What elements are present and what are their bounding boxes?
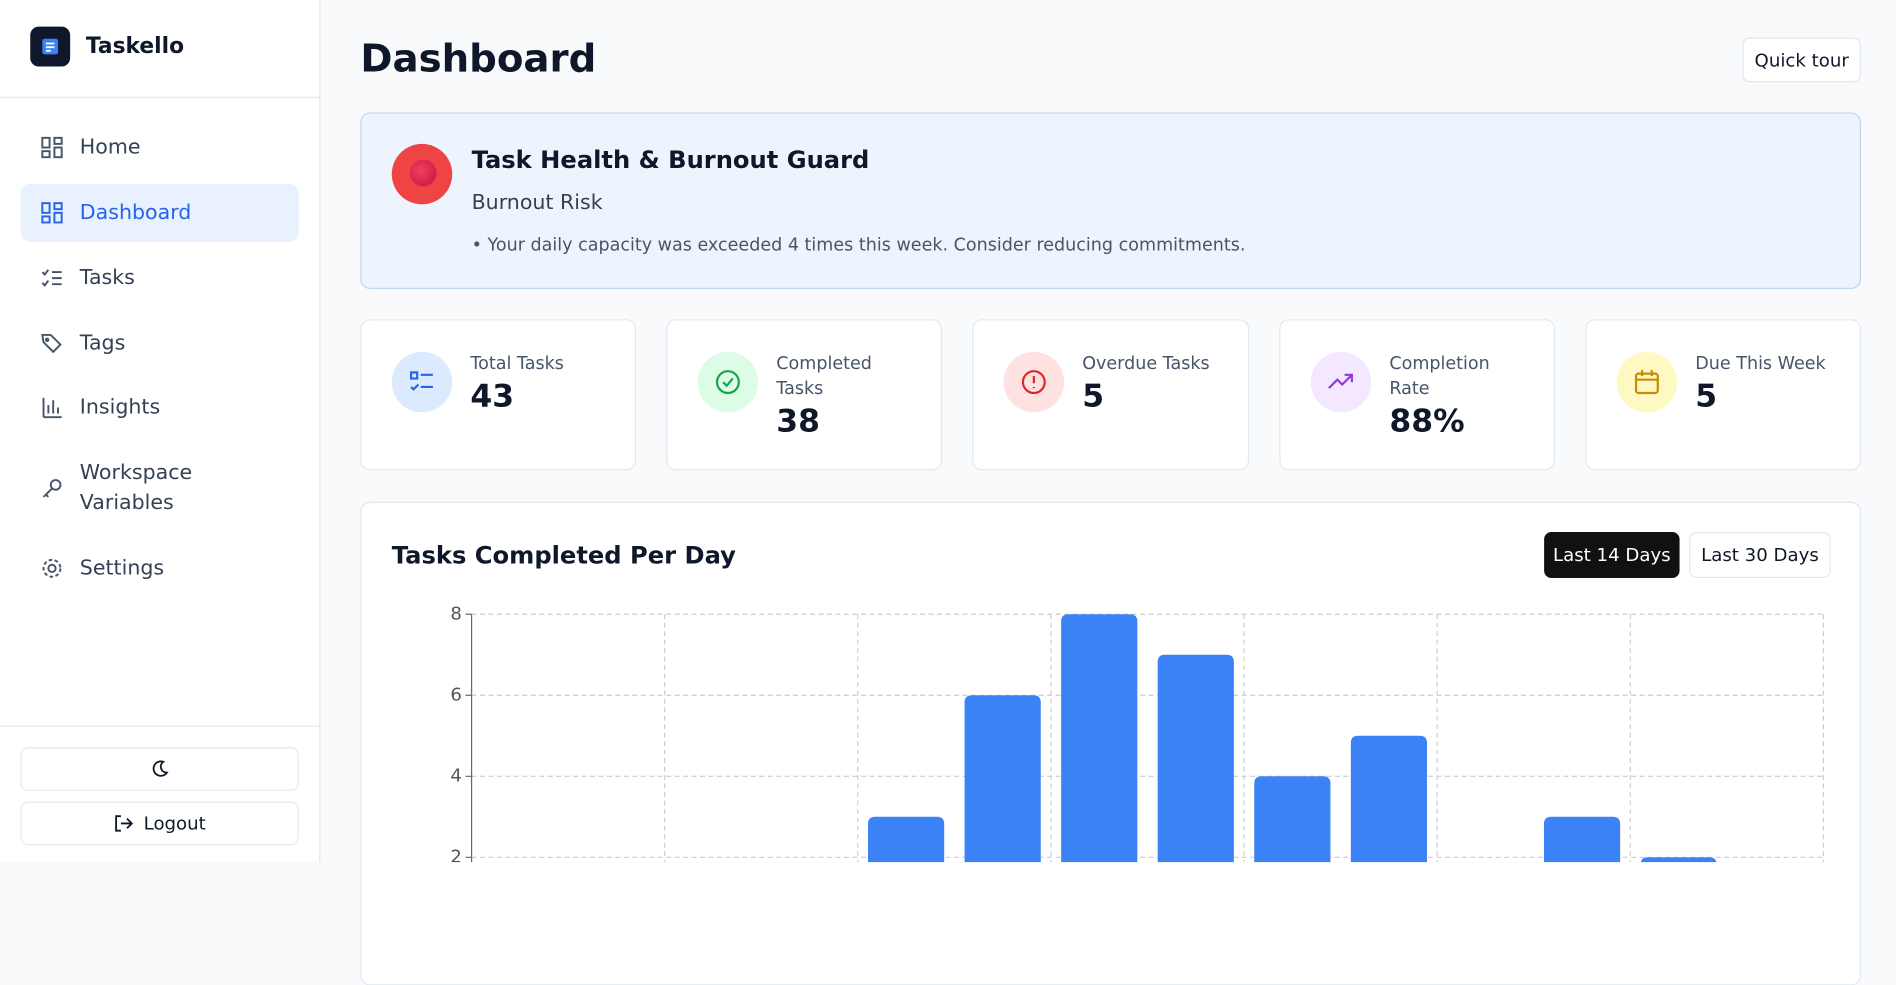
icon (42, 558, 62, 578)
icon (1634, 370, 1659, 395)
nav-item[interactable]: Workspace Variables (21, 457, 299, 520)
alert-title: Task Health & Burnout Guard (471, 145, 870, 175)
stat-card: Total Tasks 43 (360, 319, 637, 471)
icon (42, 397, 62, 419)
chart: 02468 (450, 603, 1825, 863)
stat-icon (391, 351, 453, 413)
stat-value: 43 (470, 378, 515, 415)
stat-card: Overdue Tasks 5 (972, 319, 1250, 471)
stat-text: Completed Tasks 38 (776, 352, 921, 440)
quick-tour-button[interactable]: Quick tour (1742, 37, 1861, 83)
bar (964, 695, 1041, 863)
stat-card: Due This Week 5 (1585, 319, 1861, 471)
y-tick-label: 6 (450, 684, 462, 705)
alert-message: • Your daily capacity was exceeded 4 tim… (471, 235, 1246, 256)
range-button[interactable]: Last 30 Days (1689, 532, 1831, 578)
bar (1254, 776, 1331, 863)
theme-toggle[interactable] (20, 747, 299, 791)
chart-title: Tasks Completed Per Day (391, 540, 736, 570)
icon (41, 136, 63, 159)
icon (715, 370, 740, 395)
stat-card: Completed Tasks 38 (666, 319, 942, 471)
icon (410, 371, 433, 391)
icon (41, 202, 63, 224)
logo (30, 26, 71, 67)
sidebar: Taskello Home Dashboard Tasks Tags Insig… (0, 0, 321, 863)
y-tick-label: 2 (450, 846, 462, 862)
icon (1328, 373, 1353, 389)
logout-button[interactable]: Logout (20, 801, 299, 846)
bar (1350, 735, 1428, 863)
nav-label: Workspace Variables (79, 460, 193, 516)
icon (1021, 370, 1046, 395)
nav-label: Settings (79, 555, 165, 580)
stat-label: Due This Week (1695, 354, 1826, 374)
nav-item[interactable]: Home (21, 118, 299, 176)
stat-label: Completed Tasks (776, 354, 872, 400)
y-tick-label: 8 (450, 603, 462, 624)
nav-item[interactable]: Settings (21, 539, 299, 597)
nav-label: Home (79, 134, 141, 160)
stat-text: Overdue Tasks 5 (1082, 352, 1233, 415)
nav-label: Tags (79, 330, 126, 355)
stat-value: 5 (1695, 378, 1718, 415)
stat-label: Overdue Tasks (1082, 354, 1210, 374)
nav-label: Dashboard (79, 200, 192, 225)
stat-icon (1310, 351, 1372, 413)
stat-text: Due This Week 5 (1695, 352, 1840, 415)
brand: Taskello (85, 33, 185, 60)
nav-item[interactable]: Tags (21, 314, 299, 372)
page-title: Dashboard (360, 35, 597, 82)
stat-card: Completion Rate 88% (1279, 319, 1556, 471)
icon (42, 479, 62, 498)
risk-indicator (391, 143, 453, 205)
stat-icon (697, 351, 759, 413)
stat-value: 88% (1389, 403, 1465, 441)
logout-label: Logout (143, 812, 206, 835)
stat-value: 38 (776, 403, 821, 441)
logout-icon (114, 815, 133, 832)
nav-item-active[interactable]: Dashboard (20, 183, 299, 242)
alert-status: Burnout Risk (471, 191, 603, 216)
logo-icon (42, 38, 59, 55)
nav-item[interactable]: Tasks (21, 249, 299, 307)
stat-icon (1616, 351, 1678, 413)
range-button-active[interactable]: Last 14 Days (1544, 532, 1680, 578)
stat-label: Completion Rate (1389, 354, 1490, 400)
stat-value: 5 (1082, 378, 1105, 415)
risk-dot (409, 159, 437, 187)
divider (0, 725, 320, 727)
alert-banner: Task Health & Burnout Guard Burnout Risk… (360, 112, 1861, 289)
stat-text: Total Tasks 43 (470, 352, 615, 415)
nav-label: Insights (79, 394, 161, 419)
bar (868, 816, 945, 863)
icon (41, 269, 62, 287)
bar (1640, 857, 1717, 863)
divider (0, 96, 320, 98)
stat-icon (1003, 351, 1065, 413)
nav-item[interactable]: Insights (21, 378, 299, 436)
moon-icon (152, 760, 169, 777)
icon (41, 333, 62, 354)
nav-label: Tasks (79, 265, 135, 290)
stat-label: Total Tasks (470, 354, 564, 374)
bar (1061, 614, 1138, 863)
bar (1543, 816, 1621, 863)
y-tick-label: 4 (450, 765, 462, 786)
bar (1157, 654, 1234, 863)
stat-text: Completion Rate 88% (1389, 352, 1534, 440)
